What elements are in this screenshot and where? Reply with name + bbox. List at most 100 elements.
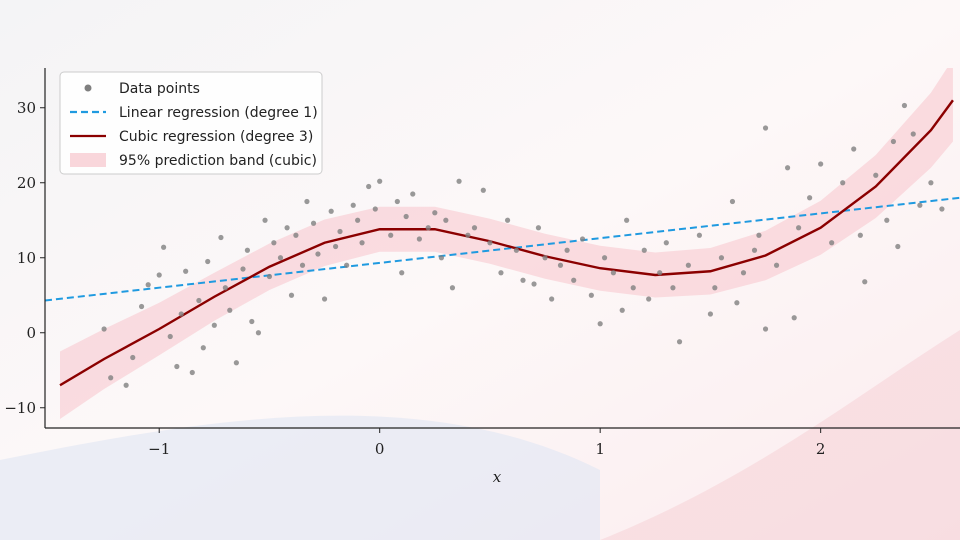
data-point — [670, 285, 676, 291]
data-point — [707, 311, 714, 317]
data-point — [928, 180, 934, 186]
legend-label: Linear regression (degree 1) — [119, 105, 318, 121]
data-point — [624, 217, 630, 223]
data-point — [432, 210, 438, 216]
data-point — [266, 273, 273, 280]
data-point — [200, 345, 206, 351]
data-point — [729, 198, 736, 205]
data-point — [284, 225, 290, 231]
data-point — [840, 180, 846, 186]
data-point — [487, 240, 493, 246]
data-point — [734, 300, 740, 306]
data-point — [520, 277, 526, 283]
data-point — [862, 279, 868, 285]
data-point — [130, 354, 136, 361]
data-point — [712, 285, 718, 291]
data-point — [328, 208, 334, 214]
data-point — [829, 240, 835, 246]
data-point — [917, 202, 923, 208]
data-point — [449, 285, 456, 291]
data-point — [167, 333, 173, 340]
data-point — [557, 262, 564, 268]
data-point — [377, 178, 383, 184]
data-point — [438, 255, 445, 261]
data-point — [108, 375, 114, 381]
data-point — [123, 382, 129, 388]
data-point — [504, 217, 511, 223]
decoration — [600, 330, 960, 540]
data-point — [857, 232, 863, 238]
y-tick-label: 20 — [17, 174, 36, 192]
data-point — [601, 255, 608, 261]
data-point — [588, 292, 594, 298]
data-point — [773, 262, 780, 268]
data-point — [657, 270, 663, 276]
data-point — [344, 262, 350, 268]
plot-area — [45, 68, 960, 419]
data-point — [480, 187, 486, 193]
data-point — [890, 138, 897, 145]
data-point — [443, 217, 449, 223]
data-point — [571, 277, 577, 283]
x-tick-label: 0 — [375, 440, 385, 458]
data-point — [293, 232, 299, 238]
data-point — [337, 228, 343, 235]
data-point — [145, 282, 151, 288]
data-point — [403, 213, 409, 220]
data-point — [196, 297, 202, 304]
data-point — [425, 225, 431, 231]
data-point — [161, 244, 167, 250]
data-point — [315, 251, 321, 257]
data-point — [910, 131, 916, 137]
data-point — [564, 247, 570, 253]
data-point — [676, 339, 683, 345]
data-point — [355, 217, 361, 223]
y-tick-label: −10 — [4, 399, 36, 417]
data-point — [641, 247, 647, 253]
data-point — [873, 172, 879, 178]
data-point — [471, 225, 478, 231]
data-point — [791, 315, 797, 321]
data-point — [366, 183, 372, 190]
data-point — [205, 258, 211, 265]
data-point — [851, 146, 857, 152]
data-point — [222, 285, 228, 291]
data-point — [718, 255, 725, 261]
data-point — [394, 198, 400, 205]
legend-marker — [70, 153, 106, 167]
data-point — [244, 247, 251, 253]
legend: Data points Linear regression (degree 1) C… — [59, 71, 323, 175]
data-point — [372, 206, 378, 212]
data-point — [332, 243, 339, 250]
data-point — [579, 236, 586, 242]
data-point — [189, 369, 195, 376]
data-point — [299, 262, 306, 268]
data-point — [685, 262, 691, 268]
data-point — [304, 198, 310, 205]
legend-label: Data points — [119, 81, 200, 97]
data-point — [895, 243, 901, 250]
data-point — [211, 322, 217, 328]
data-point — [818, 161, 824, 167]
data-point — [740, 270, 747, 276]
y-tick-label: 30 — [17, 99, 36, 117]
x-axis-label: x — [493, 468, 502, 486]
data-point — [321, 296, 328, 302]
data-point — [901, 102, 908, 109]
data-point — [388, 232, 394, 238]
data-point — [542, 255, 548, 261]
data-point — [663, 240, 669, 246]
y-tick-label: 0 — [26, 324, 36, 342]
data-point — [610, 270, 617, 276]
data-point — [939, 206, 945, 212]
y-tick-label: 10 — [17, 249, 36, 267]
data-point — [174, 363, 180, 370]
data-point — [751, 247, 758, 253]
data-point — [271, 240, 277, 246]
data-point — [288, 292, 295, 298]
x-tick-label: −1 — [148, 440, 170, 458]
legend-label: Cubic regression (degree 3) — [119, 129, 313, 145]
decoration — [0, 415, 600, 540]
data-point — [531, 281, 537, 287]
